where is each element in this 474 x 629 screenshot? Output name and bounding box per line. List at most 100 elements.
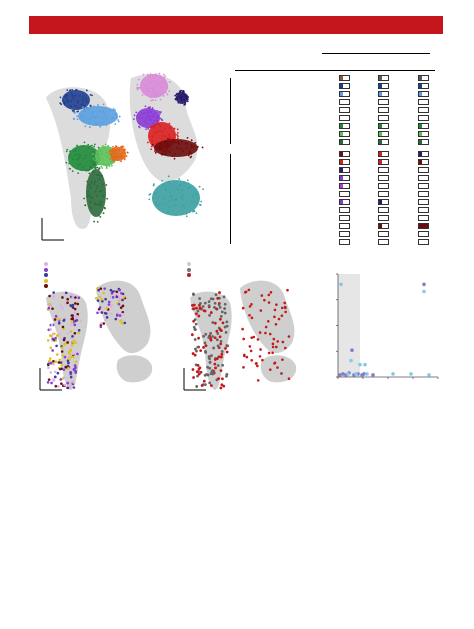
cell-dot bbox=[117, 302, 121, 306]
cell-dot bbox=[62, 338, 66, 342]
upper-cell-5-2 bbox=[418, 115, 429, 121]
cell-dot bbox=[55, 334, 59, 337]
cell-dot bbox=[209, 384, 213, 387]
cluster-1 bbox=[59, 89, 93, 114]
cell-dot bbox=[273, 308, 277, 312]
cell-dot bbox=[69, 381, 73, 384]
cell-dot bbox=[252, 335, 256, 339]
cell-dot bbox=[203, 301, 207, 305]
cell-dot bbox=[217, 377, 220, 381]
cell-dot bbox=[249, 349, 253, 353]
upper-cell-0-1 bbox=[378, 75, 389, 81]
cell-dot bbox=[258, 331, 262, 334]
lower-cell-8-1 bbox=[378, 215, 389, 221]
cell-dot bbox=[61, 377, 65, 380]
scatter-point-s1-3 bbox=[354, 372, 358, 376]
cell-dot bbox=[66, 341, 69, 344]
cell-dot bbox=[73, 364, 77, 367]
upper-cell-1-2 bbox=[418, 83, 429, 89]
cell-dot bbox=[77, 328, 81, 332]
cell-dot bbox=[221, 321, 225, 325]
cell-dot bbox=[55, 344, 58, 348]
cell-dot bbox=[198, 297, 202, 300]
scatter-point-s1-6 bbox=[391, 372, 395, 376]
cell-dot bbox=[197, 372, 201, 376]
cell-dot bbox=[266, 319, 270, 323]
cell-dot bbox=[115, 290, 119, 294]
cell-dot bbox=[109, 288, 113, 292]
cell-dot bbox=[118, 298, 122, 301]
cell-dot bbox=[115, 292, 119, 296]
cell-dot bbox=[224, 331, 228, 334]
cell-dot bbox=[196, 374, 199, 378]
cluster-12 bbox=[148, 175, 205, 218]
cell-dot bbox=[215, 357, 219, 361]
cell-dot bbox=[287, 335, 291, 338]
cell-dot bbox=[224, 347, 227, 350]
cell-dot bbox=[203, 350, 207, 353]
lower-cell-7-1 bbox=[378, 207, 389, 213]
cell-dot bbox=[190, 304, 194, 307]
cell-dot bbox=[284, 310, 287, 314]
cell-dot bbox=[99, 287, 103, 290]
cell-dot bbox=[268, 332, 272, 336]
scatter-point-s0-0 bbox=[338, 373, 342, 377]
lower-cell-6-0 bbox=[339, 199, 350, 205]
lower-cell-5-1 bbox=[378, 191, 389, 197]
scatter-chart bbox=[336, 273, 439, 379]
cell-dot bbox=[213, 336, 217, 340]
cell-dot bbox=[207, 336, 211, 339]
table-top-rule bbox=[322, 53, 430, 54]
cell-dot bbox=[74, 305, 77, 308]
lower-cell-0-0 bbox=[339, 151, 350, 157]
cell-dot bbox=[202, 379, 206, 383]
cell-dot bbox=[256, 338, 260, 341]
cell-dot bbox=[194, 322, 198, 326]
legend-dot bbox=[187, 262, 191, 266]
cell-dot bbox=[54, 370, 57, 374]
upper-cell-4-0 bbox=[339, 107, 350, 113]
cell-dot bbox=[74, 296, 77, 299]
cell-dot bbox=[49, 371, 53, 374]
cell-dot bbox=[216, 364, 220, 367]
cell-dot bbox=[281, 358, 284, 361]
cell-dot bbox=[209, 311, 213, 314]
cell-dot bbox=[267, 301, 271, 304]
cell-dot bbox=[103, 287, 106, 290]
cell-dot bbox=[58, 332, 62, 336]
cell-dot bbox=[268, 368, 272, 371]
cell-dot bbox=[75, 314, 79, 318]
table-header-rule bbox=[235, 70, 435, 71]
cell-dot bbox=[196, 309, 200, 313]
cell-dot bbox=[102, 322, 106, 325]
cell-dot bbox=[219, 355, 223, 359]
cluster-5 bbox=[108, 145, 129, 163]
cell-dot bbox=[103, 311, 107, 315]
cluster-7 bbox=[135, 72, 171, 102]
cluster-2 bbox=[72, 103, 121, 129]
cell-dot bbox=[273, 362, 276, 365]
cell-dot bbox=[52, 338, 56, 342]
cell-dot bbox=[70, 344, 74, 347]
cell-dot bbox=[97, 288, 100, 292]
lower-cell-8-2 bbox=[418, 215, 429, 221]
cell-dot bbox=[58, 358, 62, 362]
cell-dot bbox=[123, 321, 127, 325]
cell-dot bbox=[202, 334, 205, 338]
cell-dot bbox=[64, 291, 68, 295]
cell-dot bbox=[211, 335, 214, 338]
cell-dot bbox=[267, 351, 271, 355]
cell-dot bbox=[115, 295, 119, 299]
lower-cell-2-1 bbox=[378, 167, 389, 173]
cell-dot bbox=[209, 332, 212, 335]
cell-dot bbox=[96, 311, 99, 315]
cell-dot bbox=[51, 307, 54, 310]
cell-dot bbox=[258, 355, 262, 358]
cell-dot bbox=[220, 310, 224, 314]
cell-dot bbox=[72, 355, 75, 359]
cell-dot bbox=[61, 296, 64, 299]
cell-dot bbox=[70, 314, 74, 317]
lower-cell-11-1 bbox=[378, 239, 389, 245]
cell-dot bbox=[52, 295, 56, 299]
umap-cluster-plot bbox=[41, 72, 205, 241]
